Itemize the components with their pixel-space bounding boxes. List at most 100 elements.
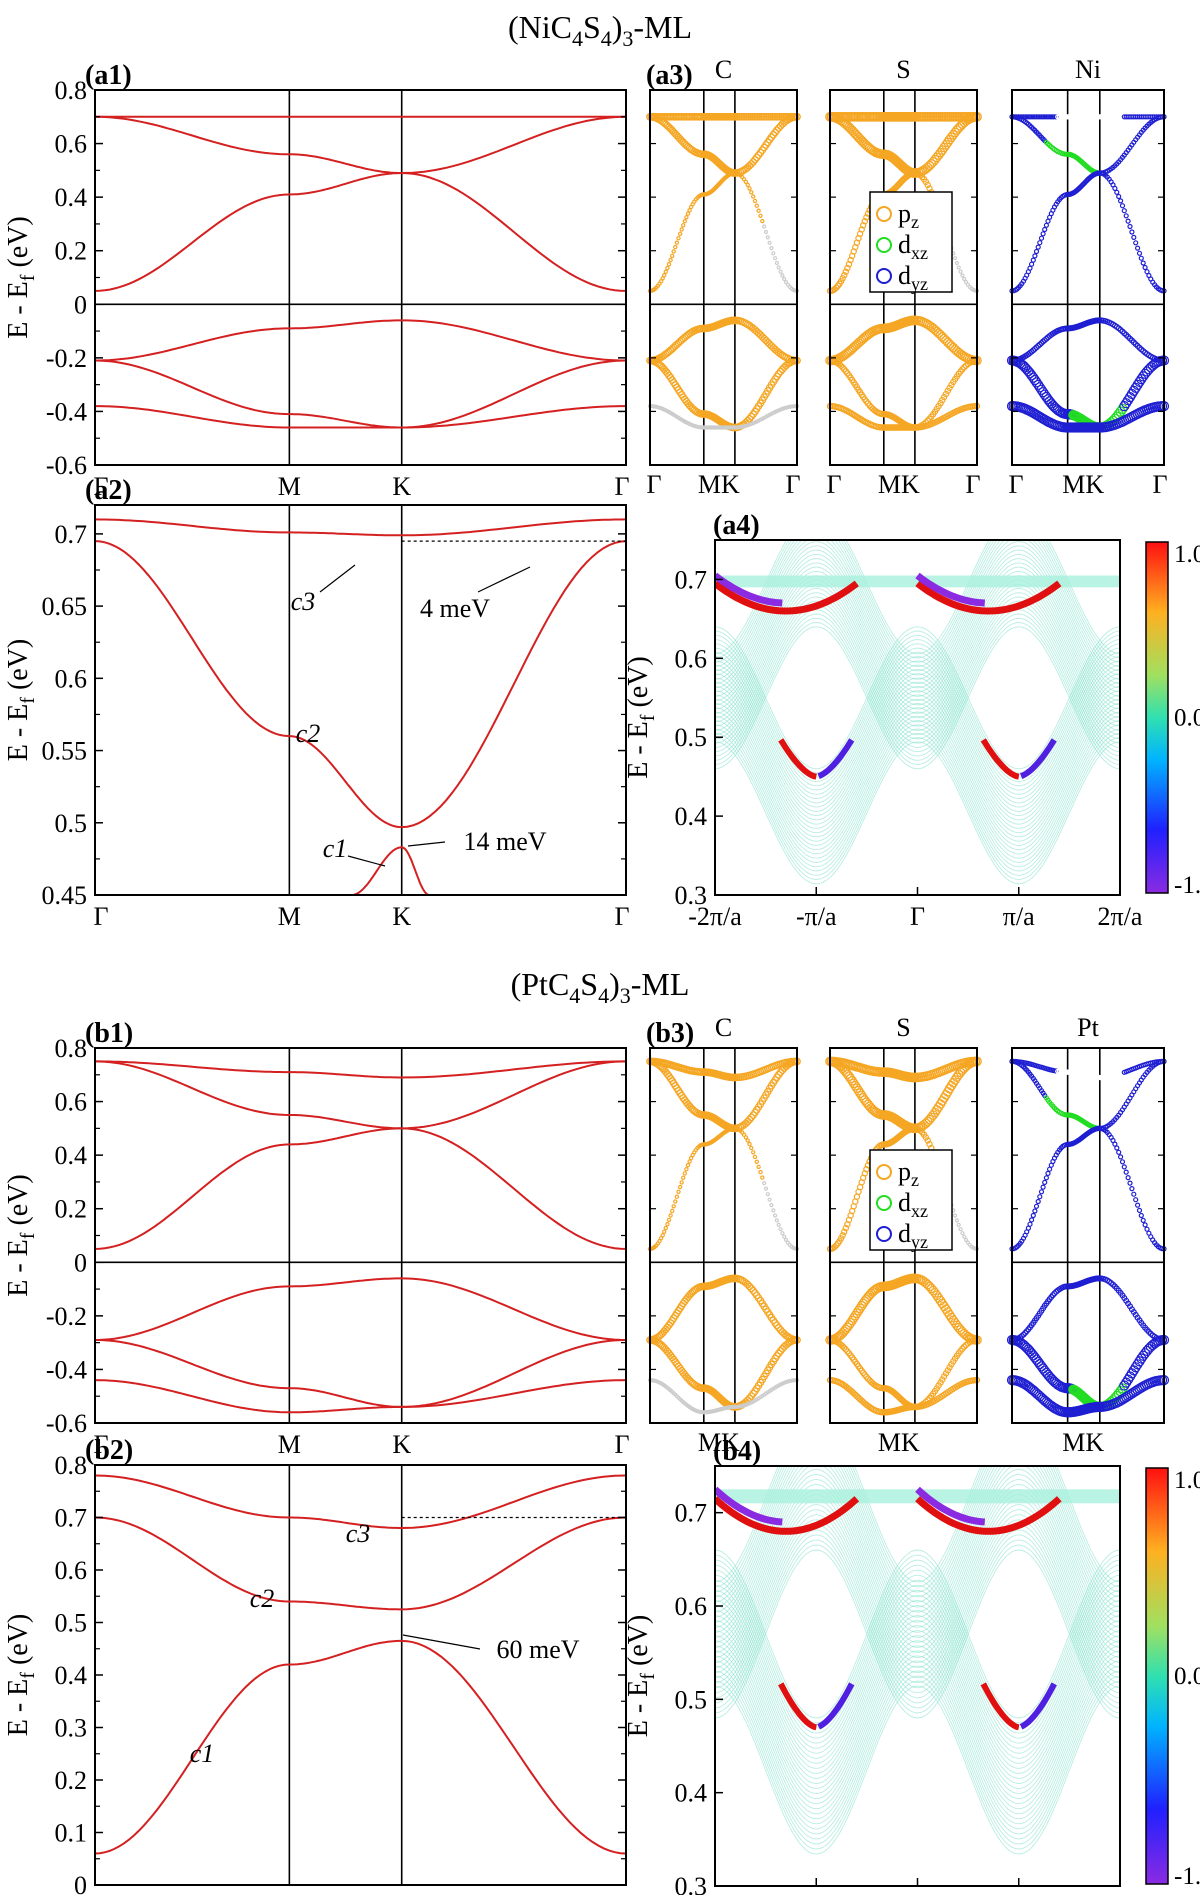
proj-point bbox=[1136, 1207, 1143, 1214]
proj-point bbox=[751, 194, 756, 199]
proj-point bbox=[763, 229, 769, 235]
band-line-4 bbox=[95, 1339, 626, 1408]
proj-point bbox=[1136, 1353, 1147, 1364]
ylabel-post: (eV) bbox=[623, 1615, 654, 1673]
proj-point bbox=[671, 1204, 676, 1209]
legend-sub: z bbox=[911, 212, 919, 232]
ytick-label: 0.7 bbox=[675, 1499, 708, 1528]
legend-sub: yz bbox=[911, 1232, 928, 1252]
proj-point bbox=[863, 214, 870, 221]
subpanel-frame bbox=[1011, 89, 1165, 466]
proj-point bbox=[679, 1180, 684, 1185]
proj-point bbox=[837, 362, 845, 370]
ytick-label: -0.4 bbox=[46, 397, 87, 426]
panel-label: (b3) bbox=[646, 1018, 694, 1049]
axes-frame bbox=[94, 1047, 627, 1424]
legend-main: d bbox=[898, 1219, 911, 1248]
proj-point bbox=[1127, 1180, 1133, 1186]
bulk-line bbox=[715, 677, 1120, 821]
bulk-line bbox=[715, 660, 1120, 804]
proj-point bbox=[685, 211, 691, 216]
proj-point bbox=[740, 424, 745, 429]
proj-point bbox=[670, 1208, 675, 1214]
proj-point bbox=[847, 1315, 857, 1326]
ytick-label: 0.5 bbox=[55, 1609, 88, 1638]
xtick-k: K bbox=[392, 1892, 411, 1895]
proj-point bbox=[1115, 406, 1126, 417]
label-c3: c3 bbox=[291, 587, 316, 616]
proj-point bbox=[1112, 1141, 1118, 1147]
proj-point bbox=[1033, 1203, 1040, 1209]
proj-point bbox=[676, 235, 681, 241]
bulk-line bbox=[715, 596, 1120, 740]
label-c3: c3 bbox=[346, 1519, 371, 1548]
proj-point bbox=[956, 1222, 961, 1228]
proj-point bbox=[962, 276, 967, 282]
proj-point bbox=[956, 265, 961, 270]
proj-point bbox=[732, 1404, 738, 1410]
proj-point bbox=[749, 1286, 758, 1295]
proj-point bbox=[847, 1076, 857, 1086]
proj-point bbox=[963, 1237, 969, 1243]
proj-point bbox=[1117, 198, 1124, 204]
proj-point bbox=[1129, 229, 1135, 235]
ytick-label: 0 bbox=[74, 290, 87, 319]
ytick-label: 0.6 bbox=[55, 130, 88, 159]
proj-point bbox=[1134, 376, 1145, 387]
dirac-blue-0 bbox=[817, 1682, 855, 1730]
proj-point bbox=[839, 275, 846, 282]
proj-point bbox=[917, 1127, 924, 1134]
bulk-line bbox=[715, 741, 1120, 885]
xtick-gamma-right: Γ bbox=[614, 902, 629, 931]
proj-point bbox=[772, 256, 778, 261]
ylabel-pre: E - E bbox=[3, 704, 34, 762]
proj-point bbox=[760, 1175, 765, 1180]
60mev-pointer bbox=[402, 1634, 481, 1650]
panel-label: (b2) bbox=[85, 1435, 133, 1466]
xtick-gamma-left: Γ bbox=[93, 902, 108, 931]
proj-point bbox=[751, 155, 759, 164]
colorbar-tick-max: 1.0 bbox=[1174, 1467, 1200, 1494]
xtick-mk: MK bbox=[878, 1428, 920, 1457]
bulk-line bbox=[715, 690, 1120, 834]
bulk-line bbox=[715, 647, 1120, 791]
ytick-label: -0.4 bbox=[46, 1355, 87, 1384]
proj-point bbox=[1119, 1159, 1126, 1165]
proj-point bbox=[963, 280, 969, 285]
proj-point bbox=[952, 256, 958, 261]
xtick-gamma-right: Γ bbox=[785, 470, 800, 499]
proj-point bbox=[674, 240, 680, 245]
ylabel-post: (eV) bbox=[3, 639, 34, 697]
subpanel-title-Ni: Ni bbox=[1075, 55, 1101, 84]
bulk-line bbox=[715, 626, 1120, 770]
proj-point bbox=[776, 265, 781, 270]
proj-point bbox=[848, 1313, 859, 1323]
ytick-label: 0.5 bbox=[675, 1685, 708, 1714]
band-line-c2 bbox=[95, 1516, 626, 1611]
label-c2: c2 bbox=[296, 719, 321, 748]
ytick-label: 0.8 bbox=[55, 1034, 88, 1063]
proj-point bbox=[782, 276, 787, 282]
ytick-label: 0.6 bbox=[675, 1592, 708, 1621]
proj-point bbox=[676, 1189, 681, 1195]
bulk-line bbox=[715, 630, 1120, 774]
bulk-line bbox=[715, 728, 1120, 872]
band-line-c3 bbox=[95, 518, 626, 537]
legend-main: p bbox=[898, 1157, 911, 1186]
proj-point bbox=[831, 285, 838, 293]
xtick-k: K bbox=[392, 1430, 411, 1459]
proj-point bbox=[681, 223, 686, 228]
bulk-line bbox=[715, 720, 1120, 863]
band-line-1 bbox=[95, 115, 626, 174]
proj-point bbox=[952, 1213, 958, 1218]
subpanel-frame bbox=[649, 1047, 798, 1424]
ylabel-pre: E - E bbox=[3, 281, 34, 339]
xtick-gamma-right: Γ bbox=[614, 1892, 629, 1895]
legend-marker-dyz bbox=[876, 268, 892, 284]
proj-point bbox=[841, 272, 848, 279]
legend-label-dxz: dxz bbox=[898, 230, 928, 263]
proj-point bbox=[1040, 231, 1046, 237]
band-line-5 bbox=[95, 1379, 626, 1414]
band-line-2 bbox=[95, 171, 626, 292]
proj-point bbox=[1127, 223, 1133, 230]
